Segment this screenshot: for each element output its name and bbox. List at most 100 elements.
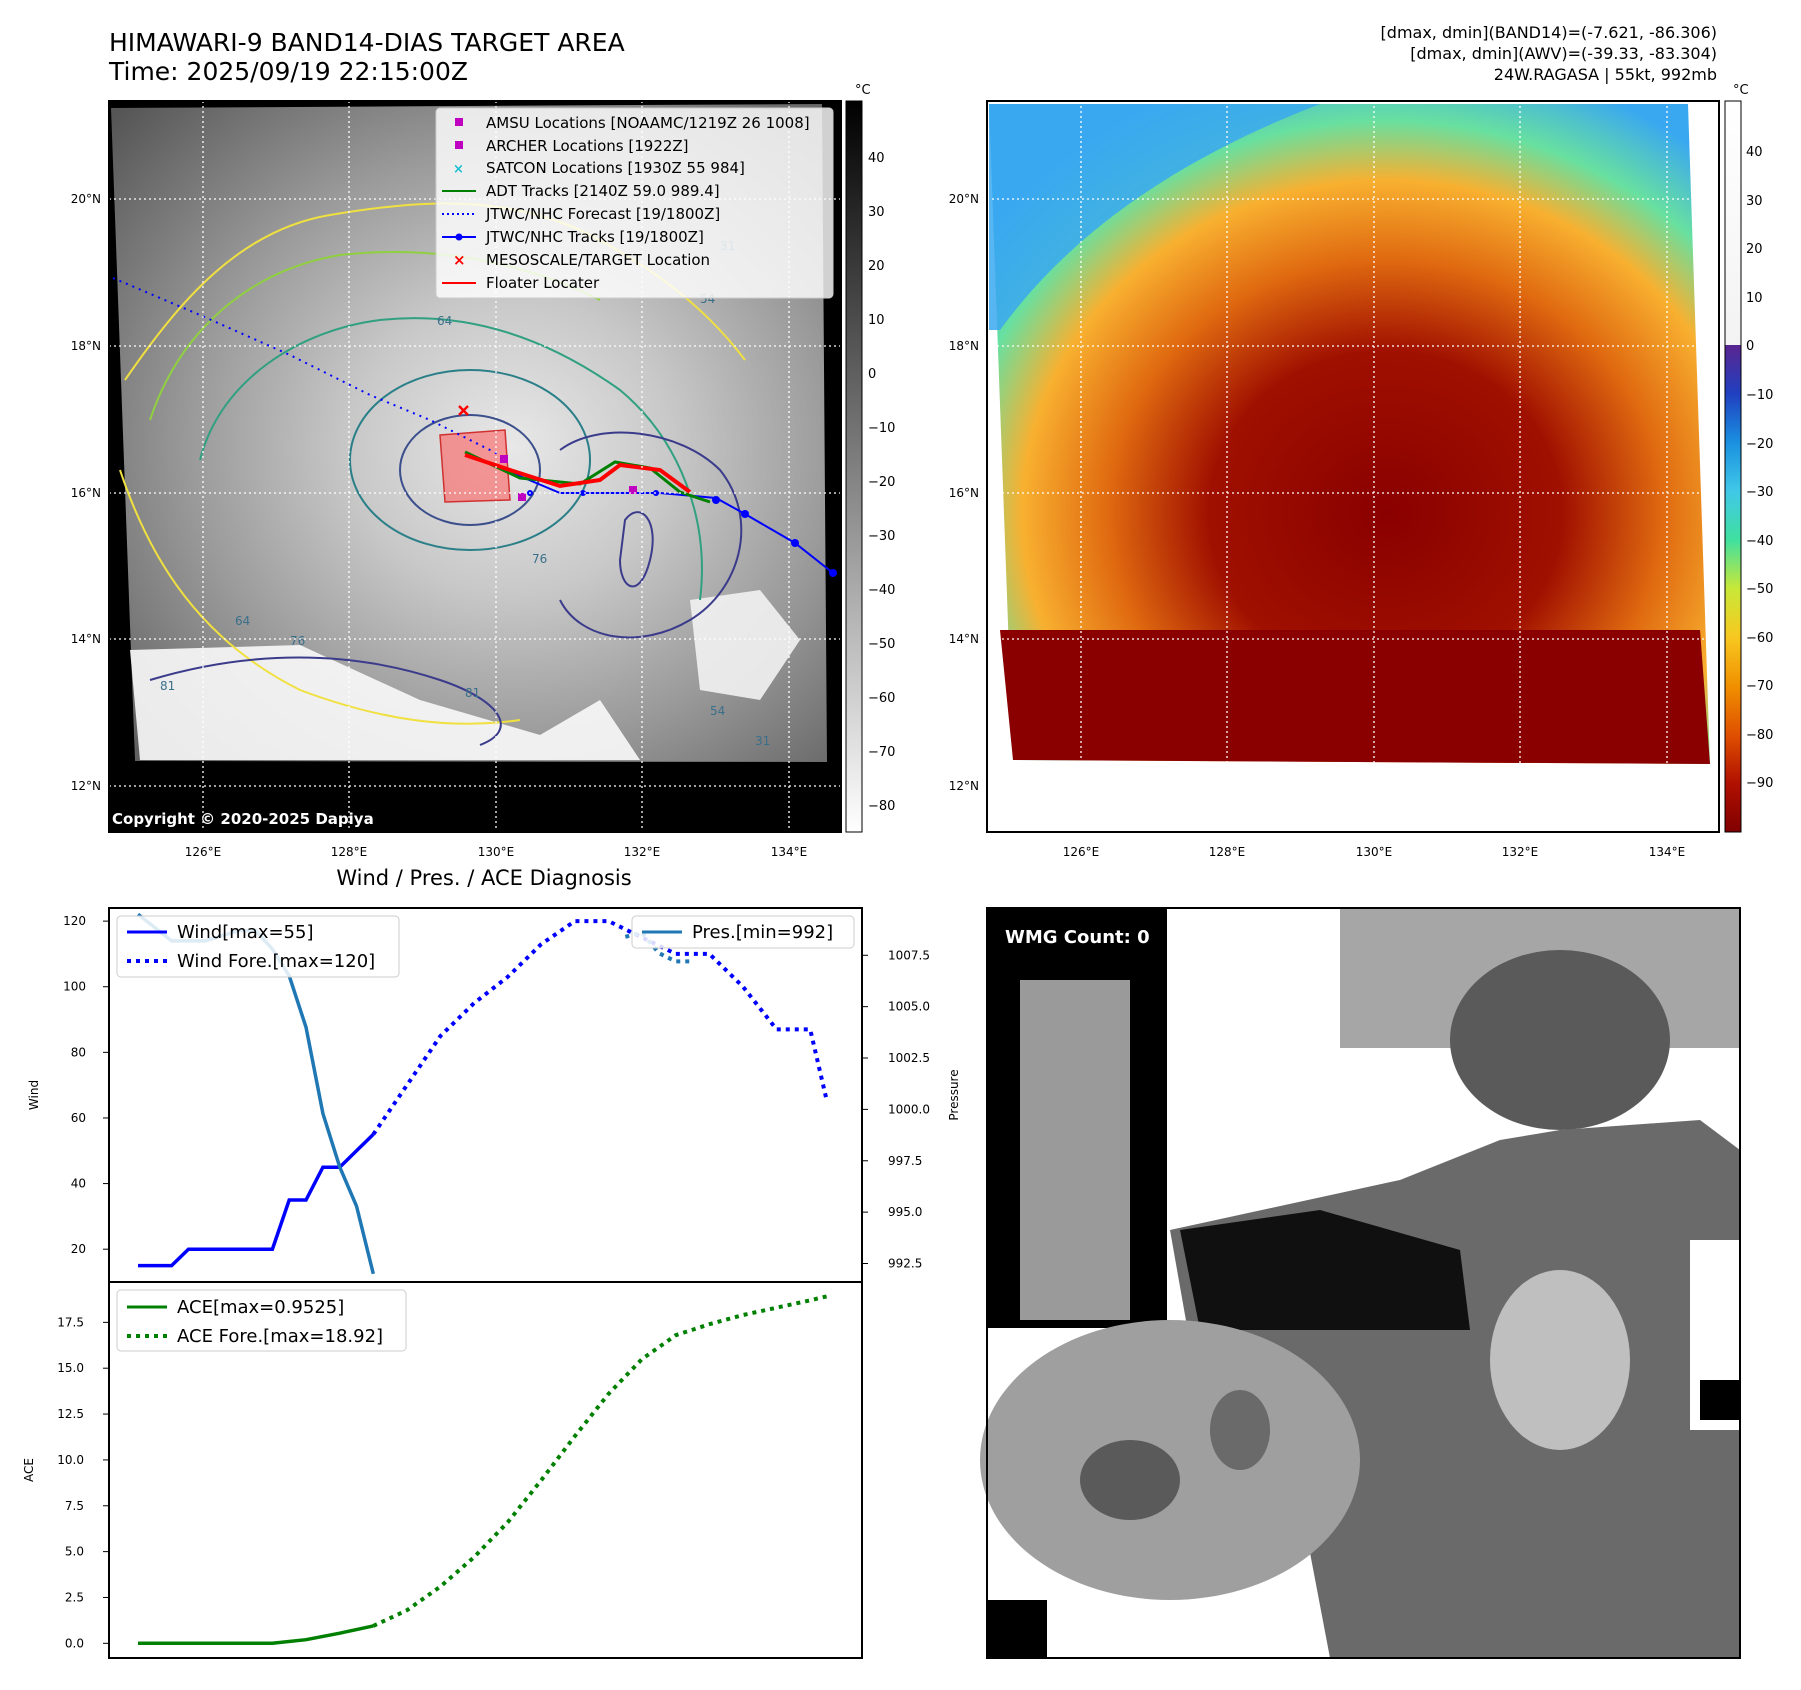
left-map-lon-labels: 126°E 128°E 130°E 132°E 134°E bbox=[185, 845, 808, 859]
contour-navy-inner bbox=[399, 414, 541, 526]
contour-label: 81 bbox=[160, 679, 175, 693]
pressure-tick-label: 992.5 bbox=[888, 1257, 922, 1271]
warm-region bbox=[989, 104, 1320, 330]
legend-item: SATCON Locations [1930Z 55 984] bbox=[486, 159, 745, 177]
wind-legend-label: Wind[max=55] bbox=[177, 922, 314, 943]
map-legend: AMSU Locations [NOAAMC/1219Z 26 1008] AR… bbox=[435, 107, 834, 299]
left-map-lat-labels: 20°N 18°N 16°N 14°N 12°N bbox=[71, 192, 101, 793]
colorbar-tick: −60 bbox=[1746, 631, 1773, 646]
lon-label: 130°E bbox=[478, 845, 515, 859]
lon-label: 132°E bbox=[624, 845, 661, 859]
figure-time: Time: 2025/09/19 22:15:00Z bbox=[108, 57, 468, 86]
legend-box bbox=[631, 915, 855, 949]
wmg-light-region bbox=[1490, 1270, 1630, 1450]
lat-label: 20°N bbox=[949, 192, 979, 206]
colorbar-tick: 10 bbox=[1746, 291, 1763, 306]
pressure-tick-label: 1005.0 bbox=[888, 1000, 930, 1014]
ace-chart: 0.0 2.5 5.0 7.5 10.0 12.5 15.0 17.5 ACE ACE[max… bbox=[22, 1281, 863, 1659]
wmg-black-block bbox=[1700, 1380, 1740, 1420]
right-map-lon-labels: 126°E 128°E 130°E 132°E 134°E bbox=[1063, 845, 1686, 859]
wmg-count-label: WMG Count: 0 bbox=[1005, 927, 1150, 948]
storm-info: 24W.RAGASA | 55kt, 992mb bbox=[1494, 65, 1717, 84]
colorbar-ramp-top bbox=[1725, 101, 1741, 345]
wmg-gray-region bbox=[1020, 980, 1130, 1320]
wmg-dark-region bbox=[1450, 950, 1670, 1130]
map-frame bbox=[108, 100, 842, 833]
lon-label: 130°E bbox=[1356, 845, 1393, 859]
cold-cloud-region bbox=[130, 645, 640, 760]
colorbar-tick: −80 bbox=[1746, 728, 1773, 743]
wmg-white-region bbox=[1180, 908, 1340, 1068]
colorbar-ramp-bottom bbox=[1725, 345, 1741, 832]
lon-label: 126°E bbox=[185, 845, 222, 859]
contour-teal bbox=[199, 317, 703, 601]
jtwc-track-points bbox=[527, 490, 837, 577]
band14-map-panel: 64 54 76 81 31 54 81 64 76 31 bbox=[71, 100, 842, 859]
contour-teal-inner bbox=[349, 369, 591, 551]
ace-forecast-legend-label: ACE Fore.[max=18.92] bbox=[177, 1326, 383, 1347]
colorbar-tick: −70 bbox=[1746, 679, 1773, 694]
awv-map-panel: 20°N 18°N 16°N 14°N 12°N 126°E 128°E 130… bbox=[949, 100, 1720, 859]
wmg-frame bbox=[986, 907, 1741, 1659]
mesoscale-target-marker bbox=[458, 405, 469, 416]
map-frame bbox=[986, 100, 1720, 833]
legend-item: ARCHER Locations [1922Z] bbox=[486, 137, 689, 155]
colorbar-tick: −30 bbox=[1746, 485, 1773, 500]
ace-tick-label: 5.0 bbox=[65, 1545, 84, 1559]
colorbar-tick: −90 bbox=[1746, 776, 1773, 791]
wmg-pixel-field bbox=[980, 908, 1740, 1660]
colorbar-tick: −40 bbox=[868, 583, 895, 598]
contour-navy-south bbox=[149, 656, 502, 746]
ace-tick-label: 12.5 bbox=[57, 1407, 84, 1421]
series-line-0 bbox=[138, 1133, 375, 1268]
band14-range: [dmax, dmin](BAND14)=(-7.621, -86.306) bbox=[1381, 23, 1717, 42]
colorbar-tick: 0 bbox=[1746, 339, 1754, 354]
colorbar-ticks: 40 30 20 10 0 −10 −20 −30 −40 −50 −60 −7… bbox=[1746, 145, 1773, 791]
legend-item: JTWC/NHC Forecast [19/1800Z] bbox=[485, 205, 720, 223]
colorbar-tick: −20 bbox=[868, 475, 895, 490]
lat-label: 12°N bbox=[949, 779, 979, 793]
gray-colorbar: °C 40 30 20 10 0 −10 −20 −30 −40 −50 −60… bbox=[845, 83, 895, 833]
color-colorbar: °C 40 30 20 10 0 −10 −20 −30 −40 −50 −60… bbox=[1724, 83, 1773, 833]
ace-tick-label: 7.5 bbox=[65, 1499, 84, 1513]
target-legend-marker: × bbox=[453, 251, 466, 269]
copyright: Copyright © 2020-2025 Dapiya bbox=[112, 810, 374, 828]
ace-tick-label: 2.5 bbox=[65, 1590, 84, 1604]
lon-label: 134°E bbox=[1649, 845, 1686, 859]
figure-title: HIMAWARI-9 BAND14-DIAS TARGET AREA bbox=[109, 28, 625, 57]
pressure-tick-label: 1002.5 bbox=[888, 1051, 930, 1065]
ace-y-ticks: 0.0 2.5 5.0 7.5 10.0 12.5 15.0 17.5 bbox=[57, 1315, 109, 1650]
wind-tick-label: 80 bbox=[71, 1045, 86, 1059]
wmg-dark-blob bbox=[1210, 1390, 1270, 1470]
legend-item: AMSU Locations [NOAAMC/1219Z 26 1008] bbox=[486, 114, 810, 132]
colorbar-unit: °C bbox=[1733, 83, 1749, 98]
colorbar-tick: −10 bbox=[1746, 388, 1773, 403]
ace-series-line-1 bbox=[372, 1294, 828, 1628]
cold-cloud-region-east bbox=[690, 590, 800, 700]
lat-label: 14°N bbox=[949, 632, 979, 646]
wind-axis-label: Wind bbox=[27, 1080, 41, 1110]
pressure-legend: Pres.[min=992] bbox=[631, 915, 855, 949]
colorbar-tick: −50 bbox=[868, 637, 895, 652]
contour-yellow-2 bbox=[119, 469, 521, 725]
ace-legend: ACE[max=0.9525] ACE Fore.[max=18.92] bbox=[116, 1289, 407, 1352]
pressure-y-ticks: 992.5 995.0 997.5 1000.0 1002.5 1005.0 1007.5 bbox=[862, 948, 930, 1271]
pressure-tick-label: 1007.5 bbox=[888, 948, 930, 962]
ace-tick-label: 17.5 bbox=[57, 1315, 84, 1329]
diagnosis-title: Wind / Pres. / ACE Diagnosis bbox=[336, 866, 631, 890]
colorbar-tick: −70 bbox=[868, 745, 895, 760]
lat-label: 18°N bbox=[949, 339, 979, 353]
colorbar-tick: 30 bbox=[868, 205, 885, 220]
wind-pressure-chart: 20 40 60 80 100 120 992.5 995.0 997.5 1000.0 1002… bbox=[27, 907, 961, 1283]
colorbar-tick: −40 bbox=[1746, 534, 1773, 549]
colorbar-tick: 40 bbox=[868, 151, 885, 166]
contour-label: 76 bbox=[532, 552, 547, 566]
lon-label: 126°E bbox=[1063, 845, 1100, 859]
legend-box bbox=[116, 915, 400, 978]
contour-navy-east bbox=[618, 511, 654, 588]
legend-item: Floater Locater bbox=[486, 274, 600, 292]
lon-label: 128°E bbox=[1209, 845, 1246, 859]
legend-box bbox=[116, 1289, 407, 1352]
colorbar-tick: −20 bbox=[1746, 437, 1773, 452]
